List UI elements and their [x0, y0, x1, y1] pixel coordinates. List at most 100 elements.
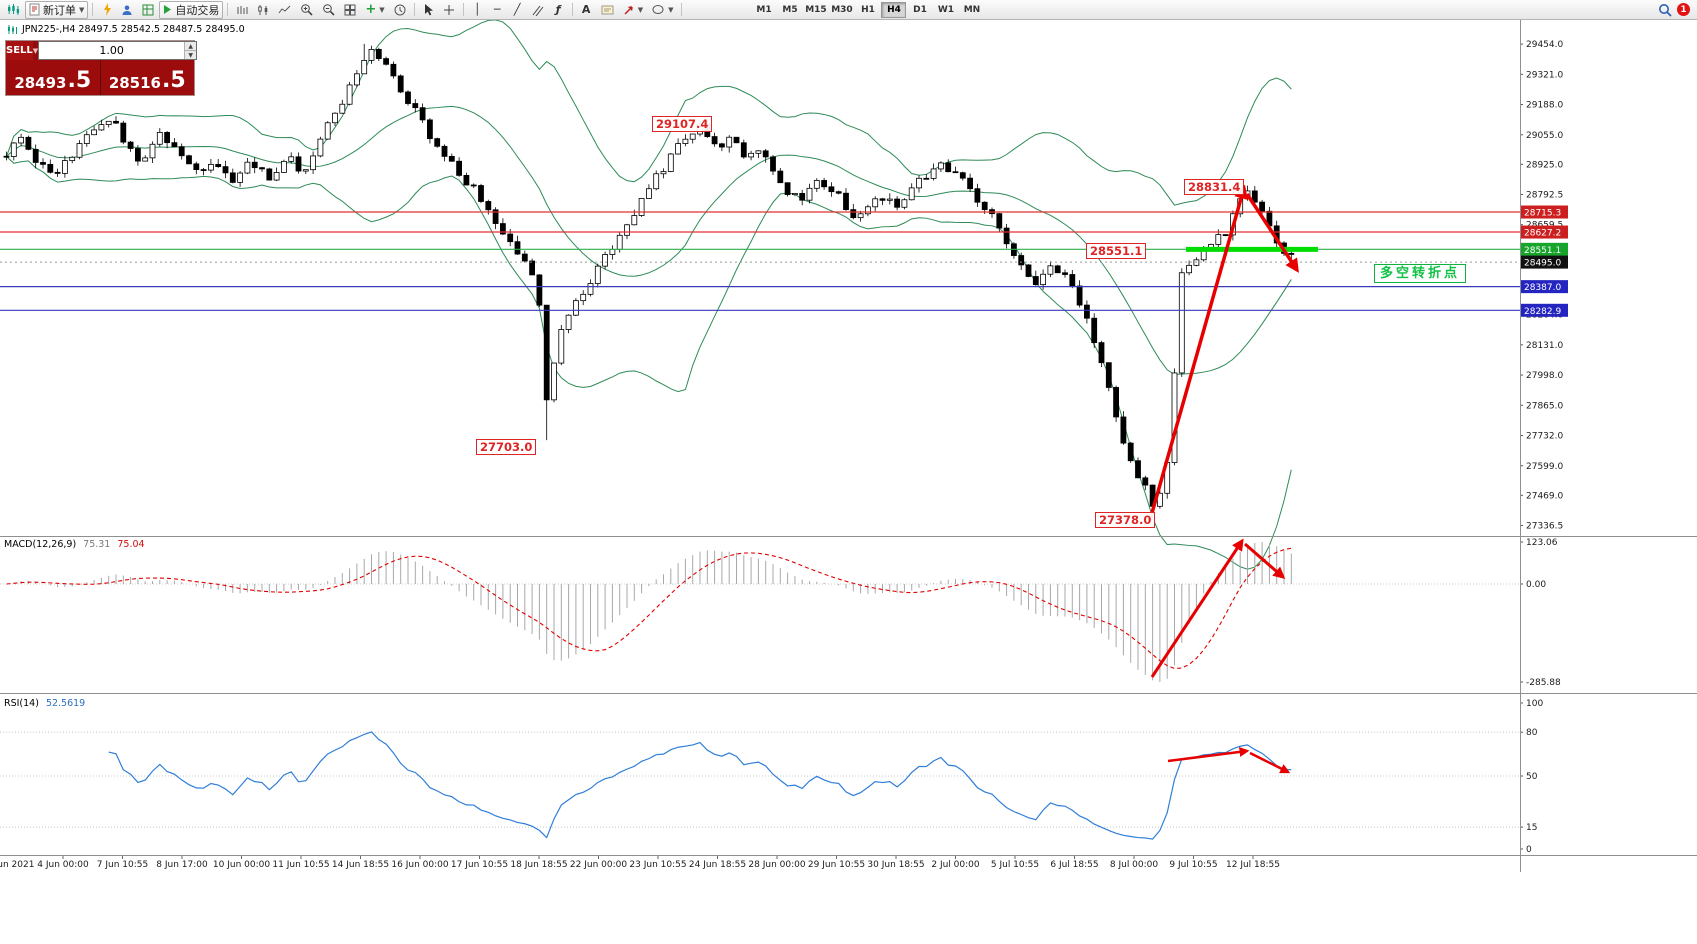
svg-text:9 Jul 10:55: 9 Jul 10:55 [1169, 860, 1217, 870]
svg-text:28 Jun 00:00: 28 Jun 00:00 [748, 860, 805, 870]
svg-text:28131.0: 28131.0 [1526, 341, 1563, 351]
market-grid-icon[interactable] [138, 1, 158, 19]
chevron-down-icon: ▼ [668, 5, 674, 14]
svg-text:4 Jun 00:00: 4 Jun 00:00 [37, 860, 89, 870]
new-order-button[interactable]: 新订单 ▼ [25, 0, 89, 19]
crosshair-icon[interactable] [439, 1, 459, 19]
sell-button[interactable]: SELL [6, 45, 33, 56]
separator [571, 3, 573, 16]
timeframe-m1[interactable]: M1 [751, 2, 776, 18]
svg-text:123.06: 123.06 [1526, 538, 1558, 548]
chart-line-icon[interactable] [274, 1, 295, 19]
svg-text:10 Jun 00:00: 10 Jun 00:00 [213, 860, 270, 870]
indicators-add-icon[interactable]: + ▼ [365, 2, 385, 17]
candlesticks [3, 43, 1295, 516]
search-icon[interactable] [1654, 1, 1676, 19]
timeframe-m30[interactable]: M30 [829, 2, 854, 18]
chart-bars-icon[interactable] [232, 1, 252, 19]
svg-text:12 Jul 18:55: 12 Jul 18:55 [1226, 860, 1280, 870]
sell-price-button[interactable]: 28493 .5 [6, 60, 101, 95]
separator [681, 3, 683, 16]
trendline-icon[interactable]: ╱ [513, 3, 521, 16]
svg-text:28282.9: 28282.9 [1524, 307, 1561, 317]
chevron-down-icon: ▼ [379, 5, 385, 14]
svg-text:0.00: 0.00 [1526, 580, 1546, 590]
svg-text:80: 80 [1526, 728, 1538, 738]
separator [413, 3, 415, 16]
separator [92, 3, 94, 16]
svg-text:28715.3: 28715.3 [1524, 209, 1561, 219]
rsi-indicator-label: RSI(14) 52.5619 [4, 698, 85, 709]
toolbar: 新订单 ▼ 自动交易 + ▼ │ ─ ╱ ƒ A ▼ ▼ [0, 0, 1697, 20]
volume-stepper[interactable]: ▲ ▼ [184, 42, 197, 59]
vertical-line-icon[interactable]: │ [473, 3, 481, 16]
timeframe-m5[interactable]: M5 [777, 2, 802, 18]
order-options-dropdown-icon[interactable]: ▼ [32, 41, 39, 60]
horizontal-levels[interactable] [0, 211, 1520, 311]
svg-text:6 Jul 18:55: 6 Jul 18:55 [1050, 860, 1098, 870]
profile-icon[interactable] [117, 1, 137, 19]
volume-down-icon[interactable]: ▼ [185, 50, 197, 59]
timeframe-mn[interactable]: MN [959, 2, 984, 18]
new-order-label: 新订单 [43, 3, 76, 17]
price-chart-canvas[interactable]: 29454.0 29321.0 29188.0 29055.0 28925.0 28792… [0, 20, 1697, 944]
macd-value-signal: 75.04 [117, 539, 145, 550]
svg-text:100: 100 [1526, 699, 1543, 709]
svg-text:23 Jun 10:55: 23 Jun 10:55 [629, 860, 686, 870]
svg-text:28627.2: 28627.2 [1524, 229, 1561, 239]
macd-value-main: 75.31 [83, 539, 111, 550]
svg-text:14 Jun 18:55: 14 Jun 18:55 [332, 860, 389, 870]
zoom-out-icon[interactable] [318, 1, 339, 19]
svg-text:50: 50 [1526, 772, 1538, 782]
buy-price-button[interactable]: 28516 .5 [101, 60, 195, 95]
chart-candles-icon[interactable] [253, 1, 273, 19]
svg-text:28792.5: 28792.5 [1526, 190, 1563, 200]
svg-text:29454.0: 29454.0 [1526, 40, 1563, 50]
timeframe-m15[interactable]: M15 [803, 2, 828, 18]
svg-text:8 Jul 00:00: 8 Jul 00:00 [1110, 860, 1159, 870]
sell-price-frac: .5 [67, 68, 92, 93]
autotrade-label: 自动交易 [175, 3, 220, 17]
shapes-icon[interactable]: ▼ [648, 1, 677, 19]
autotrade-button[interactable]: 自动交易 [159, 0, 224, 19]
new-order-icon [29, 3, 40, 16]
text-icon[interactable]: A [581, 3, 591, 16]
svg-text:27336.5: 27336.5 [1526, 521, 1563, 531]
volume-input[interactable] [39, 42, 185, 59]
volume-up-icon[interactable]: ▲ [185, 42, 197, 50]
timeframe-h4[interactable]: H4 [881, 1, 907, 18]
fibonacci-icon[interactable]: ƒ [555, 3, 561, 16]
horizontal-line-icon[interactable]: ─ [493, 3, 501, 16]
alert-badge[interactable]: 1 [1677, 3, 1690, 16]
symbol-ohlc-text: JPN225-,H4 28497.5 28542.5 28487.5 28495… [22, 24, 245, 35]
price-axis[interactable]: 29454.0 29321.0 29188.0 29055.0 28925.0 28792… [1520, 40, 1568, 531]
label-icon[interactable] [597, 1, 618, 19]
period-clock-icon[interactable] [390, 1, 410, 19]
macd-indicator-label: MACD(12,26,9) 75.31 75.04 [4, 539, 145, 550]
svg-text:-285.88: -285.88 [1526, 678, 1561, 688]
zoom-in-icon[interactable] [296, 1, 317, 19]
channel-icon[interactable] [528, 1, 548, 19]
svg-text:0: 0 [1526, 845, 1532, 855]
buy-button[interactable]: BUY [197, 45, 221, 56]
svg-text:28551.1: 28551.1 [1524, 246, 1561, 256]
lightning-icon[interactable] [97, 1, 116, 19]
timeframe-d1[interactable]: D1 [907, 2, 932, 18]
cursor-icon[interactable] [419, 1, 438, 19]
arrow-tool-icon[interactable]: ▼ [619, 1, 647, 19]
svg-text:17 Jun 10:55: 17 Jun 10:55 [451, 860, 508, 870]
svg-text:28925.0: 28925.0 [1526, 160, 1563, 170]
app-chart-icon[interactable] [3, 1, 24, 19]
svg-text:3 Jun 2021: 3 Jun 2021 [0, 860, 34, 870]
timeframe-h1[interactable]: H1 [855, 2, 880, 18]
separator [462, 3, 464, 16]
svg-text:27732.0: 27732.0 [1526, 432, 1563, 442]
svg-text:22 Jun 00:00: 22 Jun 00:00 [570, 860, 627, 870]
autotrade-play-icon [164, 5, 172, 14]
tile-windows-icon[interactable] [340, 1, 360, 19]
timeframe-w1[interactable]: W1 [933, 2, 958, 18]
rsi-value: 52.5619 [45, 698, 86, 709]
svg-text:24 Jun 18:55: 24 Jun 18:55 [689, 860, 746, 870]
